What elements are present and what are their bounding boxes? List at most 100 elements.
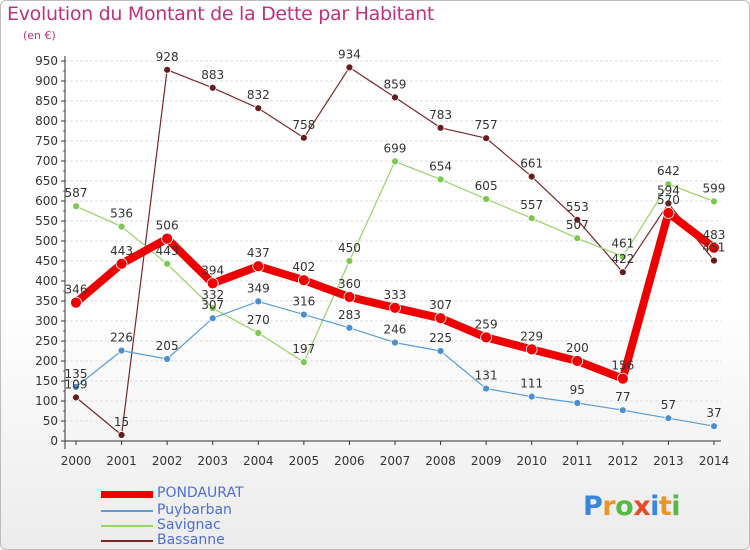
data-point-pondaurat (206, 277, 219, 290)
data-label-puybarban: 226 (110, 331, 133, 345)
y-tick-label: 700 (35, 154, 58, 168)
chart-title: Evolution du Montant de la Dette par Hab… (7, 3, 435, 25)
data-label-puybarban: 77 (615, 390, 630, 404)
data-label-bassanne: 783 (429, 108, 452, 122)
legend-label-bassanne: Bassanne (157, 532, 225, 548)
data-point-puybarban (117, 346, 126, 355)
data-point-bassanne (436, 123, 445, 132)
data-label-puybarban: 283 (338, 308, 361, 322)
data-point-savignac (618, 252, 627, 261)
data-point-bassanne (527, 172, 536, 181)
y-tick-label: 200 (35, 354, 58, 368)
data-point-savignac (72, 202, 80, 211)
data-label-pondaurat: 360 (338, 277, 361, 291)
data-label-puybarban: 225 (429, 331, 452, 345)
data-point-puybarban (208, 314, 217, 323)
y-tick-label: 250 (35, 334, 58, 348)
y-tick-label: 950 (35, 54, 58, 68)
data-label-bassanne: 832 (247, 88, 270, 102)
data-point-pondaurat (70, 296, 82, 309)
data-label-bassanne: 883 (201, 68, 224, 82)
data-point-savignac (163, 259, 172, 268)
data-label-bassanne: 934 (338, 47, 361, 61)
y-tick-label: 500 (35, 234, 58, 248)
legend-swatch-puybarban (101, 510, 153, 512)
data-point-bassanne (345, 63, 354, 72)
data-point-puybarban (299, 310, 308, 319)
data-label-bassanne: 451 (703, 241, 726, 255)
y-tick-label: 0 (50, 434, 58, 448)
data-point-savignac (299, 358, 308, 367)
data-label-puybarban: 349 (247, 281, 270, 295)
legend-item-pondaurat: PONDAURAT (101, 485, 321, 502)
legend-item-bassanne: Bassanne (101, 532, 321, 549)
data-point-bassanne (618, 268, 627, 277)
data-label-savignac: 642 (657, 164, 680, 178)
data-point-puybarban (482, 384, 491, 393)
data-label-savignac: 507 (566, 218, 589, 232)
logo-letter: i (650, 491, 659, 522)
data-point-savignac (664, 180, 673, 189)
data-label-bassanne: 594 (657, 183, 680, 197)
data-point-puybarban (345, 323, 354, 332)
data-point-puybarban (254, 297, 263, 306)
data-point-pondaurat (662, 207, 675, 219)
y-tick-label: 300 (35, 314, 58, 328)
data-label-pondaurat: 394 (201, 263, 224, 277)
y-tick-label: 850 (35, 94, 58, 108)
legend-item-puybarban: Puybarban (101, 502, 321, 519)
data-label-pondaurat: 259 (475, 317, 498, 331)
y-tick-label: 350 (35, 294, 58, 308)
y-tick-label: 750 (35, 134, 58, 148)
data-label-savignac: 443 (156, 244, 179, 258)
data-point-bassanne (710, 256, 718, 265)
data-label-pondaurat: 570 (657, 193, 680, 207)
x-tick-label: 2001 (106, 454, 137, 468)
x-tick-label: 2002 (152, 454, 183, 468)
legend-item-savignac: Savignac (101, 517, 321, 534)
data-label-bassanne: 553 (566, 200, 589, 214)
data-label-puybarban: 37 (706, 406, 721, 420)
data-point-savignac (117, 222, 126, 231)
x-tick-label: 2007 (380, 454, 411, 468)
y-tick-label: 400 (35, 274, 58, 288)
data-label-savignac: 536 (110, 207, 133, 221)
data-point-pondaurat (252, 260, 265, 273)
data-label-bassanne: 661 (520, 157, 543, 171)
data-label-puybarban: 111 (520, 377, 543, 391)
data-label-savignac: 699 (384, 141, 407, 155)
data-point-savignac (527, 214, 536, 223)
data-point-savignac (391, 157, 399, 166)
data-label-savignac: 557 (520, 198, 543, 212)
data-label-pondaurat: 307 (429, 298, 452, 312)
x-tick-label: 2013 (653, 454, 684, 468)
y-tick-label: 800 (35, 114, 58, 128)
data-label-pondaurat: 156 (611, 359, 634, 373)
data-label-savignac: 332 (201, 288, 224, 302)
x-tick-labels: 2000 2001 2002 2003 2004 2005 2006 2007 2008 2009… (61, 454, 730, 468)
data-point-puybarban (72, 383, 80, 391)
data-point-pondaurat (571, 355, 584, 367)
data-label-bassanne: 757 (475, 118, 498, 132)
data-label-puybarban: 95 (570, 383, 585, 397)
x-tick-label: 2003 (197, 454, 228, 468)
data-point-bassanne (117, 431, 126, 439)
data-point-puybarban (527, 392, 536, 401)
data-labels: 109 15 928 883 832 758 934 859 783 757 661 553 422 59… (65, 47, 726, 429)
data-label-savignac: 654 (429, 159, 452, 173)
data-point-puybarban (573, 399, 582, 407)
axes (61, 56, 721, 449)
data-label-pondaurat: 346 (65, 283, 88, 297)
logo-letter: o (615, 491, 634, 522)
data-point-savignac (208, 304, 217, 313)
x-tick-label: 2004 (243, 454, 274, 468)
data-label-pondaurat: 506 (156, 219, 179, 233)
chart-subtitle: (en €) (23, 29, 56, 42)
y-tick-label: 600 (35, 194, 58, 208)
y-tick-label: 50 (43, 414, 58, 428)
x-tick-label: 2014 (699, 454, 730, 468)
data-label-savignac: 461 (611, 237, 634, 251)
data-point-bassanne (208, 83, 217, 92)
